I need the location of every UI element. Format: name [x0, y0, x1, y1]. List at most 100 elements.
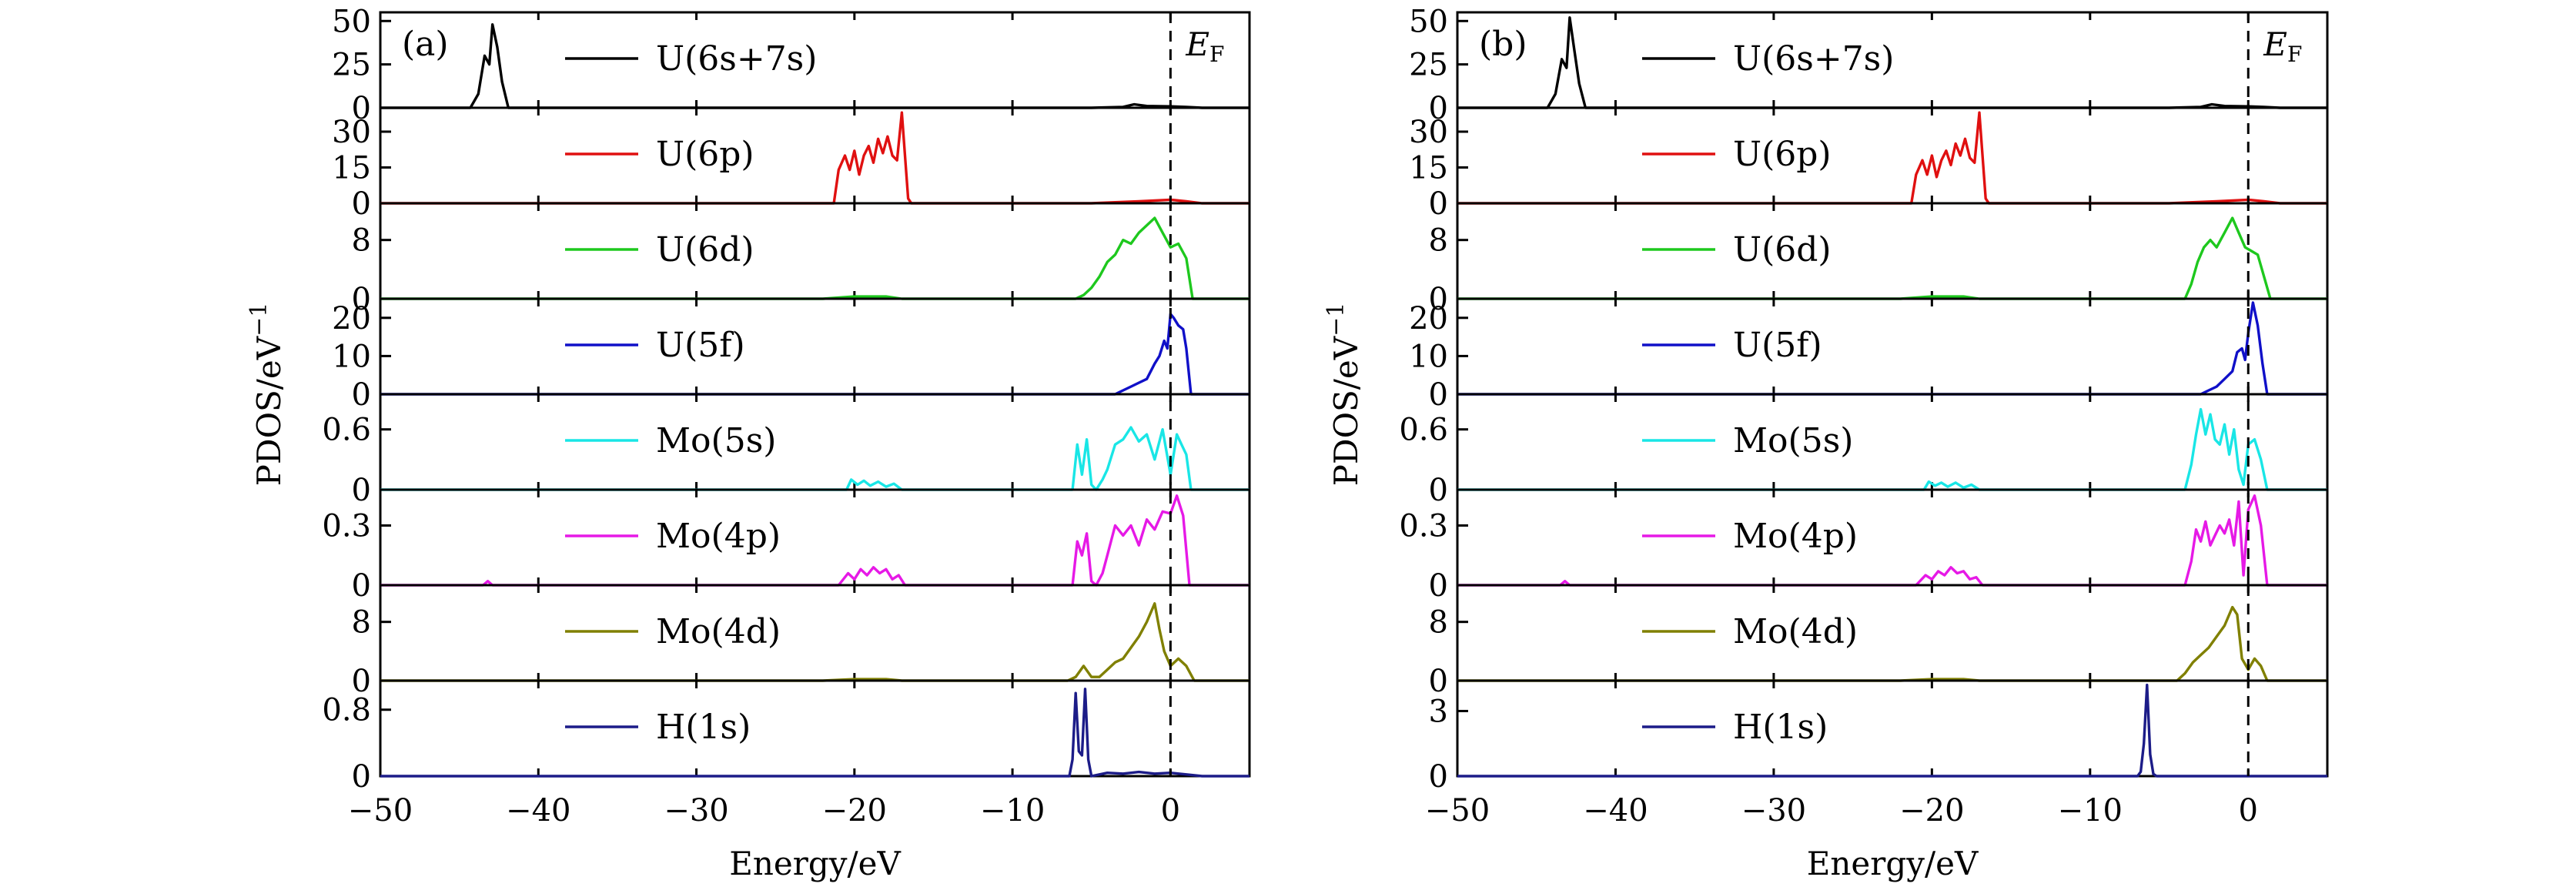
panel-label: (b) [1479, 25, 1527, 64]
subplot-mo-4p-: 0 0.3 Mo(4p) [322, 488, 1251, 604]
legend-label: Mo(4p) [1733, 517, 1858, 556]
legend-label: U(6p) [656, 135, 754, 174]
subplot-mo-5s-: 0 0.6 Mo(5s) [1399, 393, 2329, 508]
legend-label: U(6d) [1733, 230, 1832, 269]
x-tick-label: −40 [506, 793, 570, 828]
y-tick-label: 0 [352, 186, 371, 222]
y-tick-label: 10 [332, 339, 371, 374]
x-tick-label: 0 [2239, 793, 2258, 828]
subplot-frame [1456, 202, 2329, 300]
y-tick-label: 0 [1429, 473, 1448, 508]
subplot-frame [1456, 679, 2329, 778]
y-tick-label: 0 [352, 282, 371, 317]
subplot-frame [379, 488, 1251, 587]
y-tick-label: 8 [1429, 605, 1448, 641]
y-tick-label: 15 [1409, 151, 1448, 186]
y-axis-title: PDOS/eV−1 [246, 303, 288, 487]
legend-label: H(1s) [1733, 708, 1828, 747]
pdos-curve [380, 494, 1250, 587]
subplot-u-6d-: 0 8 U(6d) [1429, 202, 2329, 317]
subplot-mo-4d-: 0 8 Mo(4d) [1429, 584, 2329, 699]
legend-label: U(6s+7s) [1733, 39, 1894, 79]
y-tick-label: 25 [1409, 48, 1448, 83]
pdos-curve [380, 111, 1250, 205]
subplot-frame [1456, 488, 2329, 587]
subplot-frame [1456, 297, 2329, 396]
x-tick-label: −30 [1741, 793, 1806, 828]
y-axis-title: PDOS/eV−1 [1323, 303, 1365, 487]
subplot-frame [1456, 584, 2329, 682]
x-tick-label: −20 [822, 793, 887, 828]
y-tick-label: 20 [332, 301, 371, 336]
legend-label: U(5f) [1733, 326, 1822, 365]
y-tick-label: 8 [1429, 223, 1448, 259]
subplot-u-6d-: 0 8 U(6d) [352, 202, 1251, 317]
subplot-frame [379, 202, 1251, 300]
x-tick-label: −10 [980, 793, 1045, 828]
fermi-label: EF [1185, 25, 1224, 67]
y-tick-label: 0 [1429, 282, 1448, 317]
pdos-curve [1457, 216, 2327, 300]
y-tick-label: 0 [1429, 664, 1448, 699]
fermi-label-subscript: F [2287, 42, 2302, 67]
legend-label: Mo(5s) [656, 421, 776, 460]
subplot-mo-5s-: 0 0.6 Mo(5s) [322, 393, 1251, 508]
pdos-curve [380, 688, 1250, 778]
pdos-curve [1457, 494, 2327, 587]
x-tick-label: −40 [1583, 793, 1648, 828]
subplot-mo-4d-: 0 8 Mo(4d) [352, 584, 1251, 699]
y-tick-label: 15 [332, 151, 371, 186]
y-axis-title-exponent: −1 [1323, 303, 1350, 336]
y-tick-label: 50 [1409, 4, 1448, 39]
y-tick-label: 8 [352, 223, 371, 259]
subplot-frame [1456, 106, 2329, 205]
pdos-curve [380, 602, 1250, 682]
y-tick-label: 20 [1409, 301, 1448, 336]
y-tick-label: 0.3 [1399, 509, 1448, 544]
subplot-frame [379, 297, 1251, 396]
subplot-frame [1456, 393, 2329, 491]
pdos-curve [1457, 683, 2327, 778]
y-tick-label: 0 [352, 377, 371, 413]
y-tick-label: 0 [1429, 759, 1448, 795]
y-tick-label: 0 [352, 473, 371, 508]
subplot-frame [379, 106, 1251, 205]
subplot-h-1s-: 0 0.8 H(1s) [322, 679, 1251, 795]
legend-label: H(1s) [656, 708, 751, 747]
y-tick-label: 0.6 [322, 413, 371, 448]
x-tick-label: −50 [1425, 793, 1490, 828]
y-tick-label: 0 [352, 664, 371, 699]
y-tick-label: 30 [1409, 115, 1448, 150]
pdos-curve [1457, 301, 2327, 396]
fermi-label-subscript: F [1209, 42, 1224, 67]
y-tick-label: 0 [1429, 568, 1448, 604]
y-tick-label: 8 [352, 605, 371, 641]
legend-label: U(6s+7s) [656, 39, 817, 79]
pdos-curve [1457, 111, 2327, 205]
y-tick-label: 30 [332, 115, 371, 150]
y-tick-label: 0 [352, 759, 371, 795]
x-axis-title: Energy/eV [729, 845, 901, 882]
y-tick-label: 0 [352, 568, 371, 604]
y-tick-label: 50 [332, 4, 371, 39]
x-tick-label: 0 [1161, 793, 1180, 828]
legend-label: Mo(5s) [1733, 421, 1853, 460]
fermi-label: EF [2263, 25, 2302, 67]
x-tick-label: −30 [664, 793, 728, 828]
panel-label: (a) [402, 25, 449, 64]
pdos-curve [380, 313, 1250, 396]
legend-label: Mo(4d) [1733, 612, 1858, 651]
subplot-h-1s-: 0 3 H(1s) [1429, 679, 2329, 795]
x-tick-label: −20 [1899, 793, 1964, 828]
legend-label: Mo(4p) [656, 517, 781, 556]
y-tick-label: 10 [1409, 339, 1448, 374]
legend-label: U(6d) [656, 230, 754, 269]
legend-label: U(5f) [656, 326, 745, 365]
pdos-curve [1457, 605, 2327, 682]
y-tick-label: 0 [1429, 377, 1448, 413]
